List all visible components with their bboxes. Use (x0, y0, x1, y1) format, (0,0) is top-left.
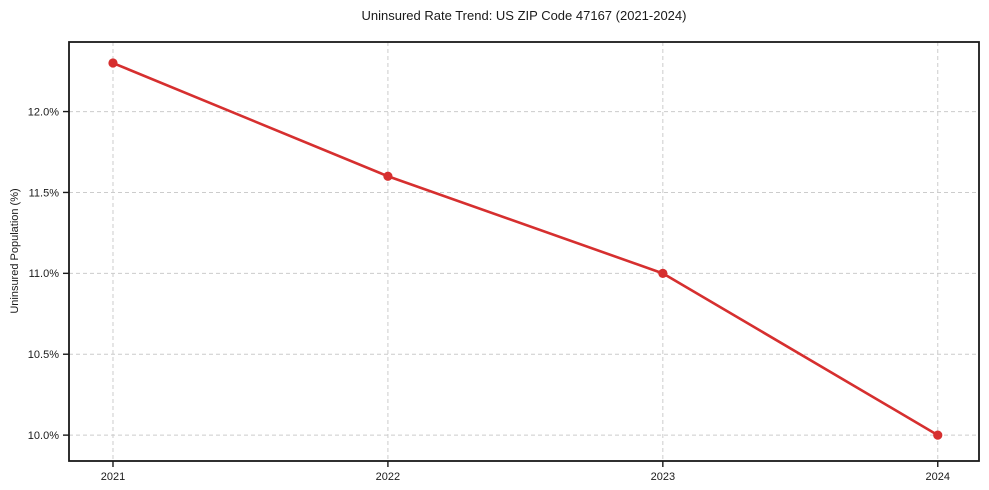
x-tick-label: 2022 (376, 471, 400, 483)
data-point-marker (933, 430, 943, 440)
x-tick-label: 2021 (101, 471, 125, 483)
data-point-marker (383, 171, 393, 181)
y-tick-label: 11.5% (29, 187, 60, 199)
y-tick-label: 12.0% (28, 106, 59, 118)
trend-line (111, 61, 940, 437)
y-tick-label: 10.0% (28, 430, 59, 442)
y-tick-label: 10.5% (28, 349, 59, 361)
x-tick-label: 2024 (926, 471, 950, 483)
y-tick-label: 11.0% (29, 268, 60, 280)
data-point-marker (658, 268, 668, 278)
plot-border (68, 41, 980, 462)
data-point-marker (108, 58, 118, 68)
y-axis-label: Uninsured Population (%) (9, 188, 21, 314)
x-tick-label: 2023 (651, 471, 675, 483)
chart-title: Uninsured Rate Trend: US ZIP Code 47167 … (361, 8, 687, 23)
